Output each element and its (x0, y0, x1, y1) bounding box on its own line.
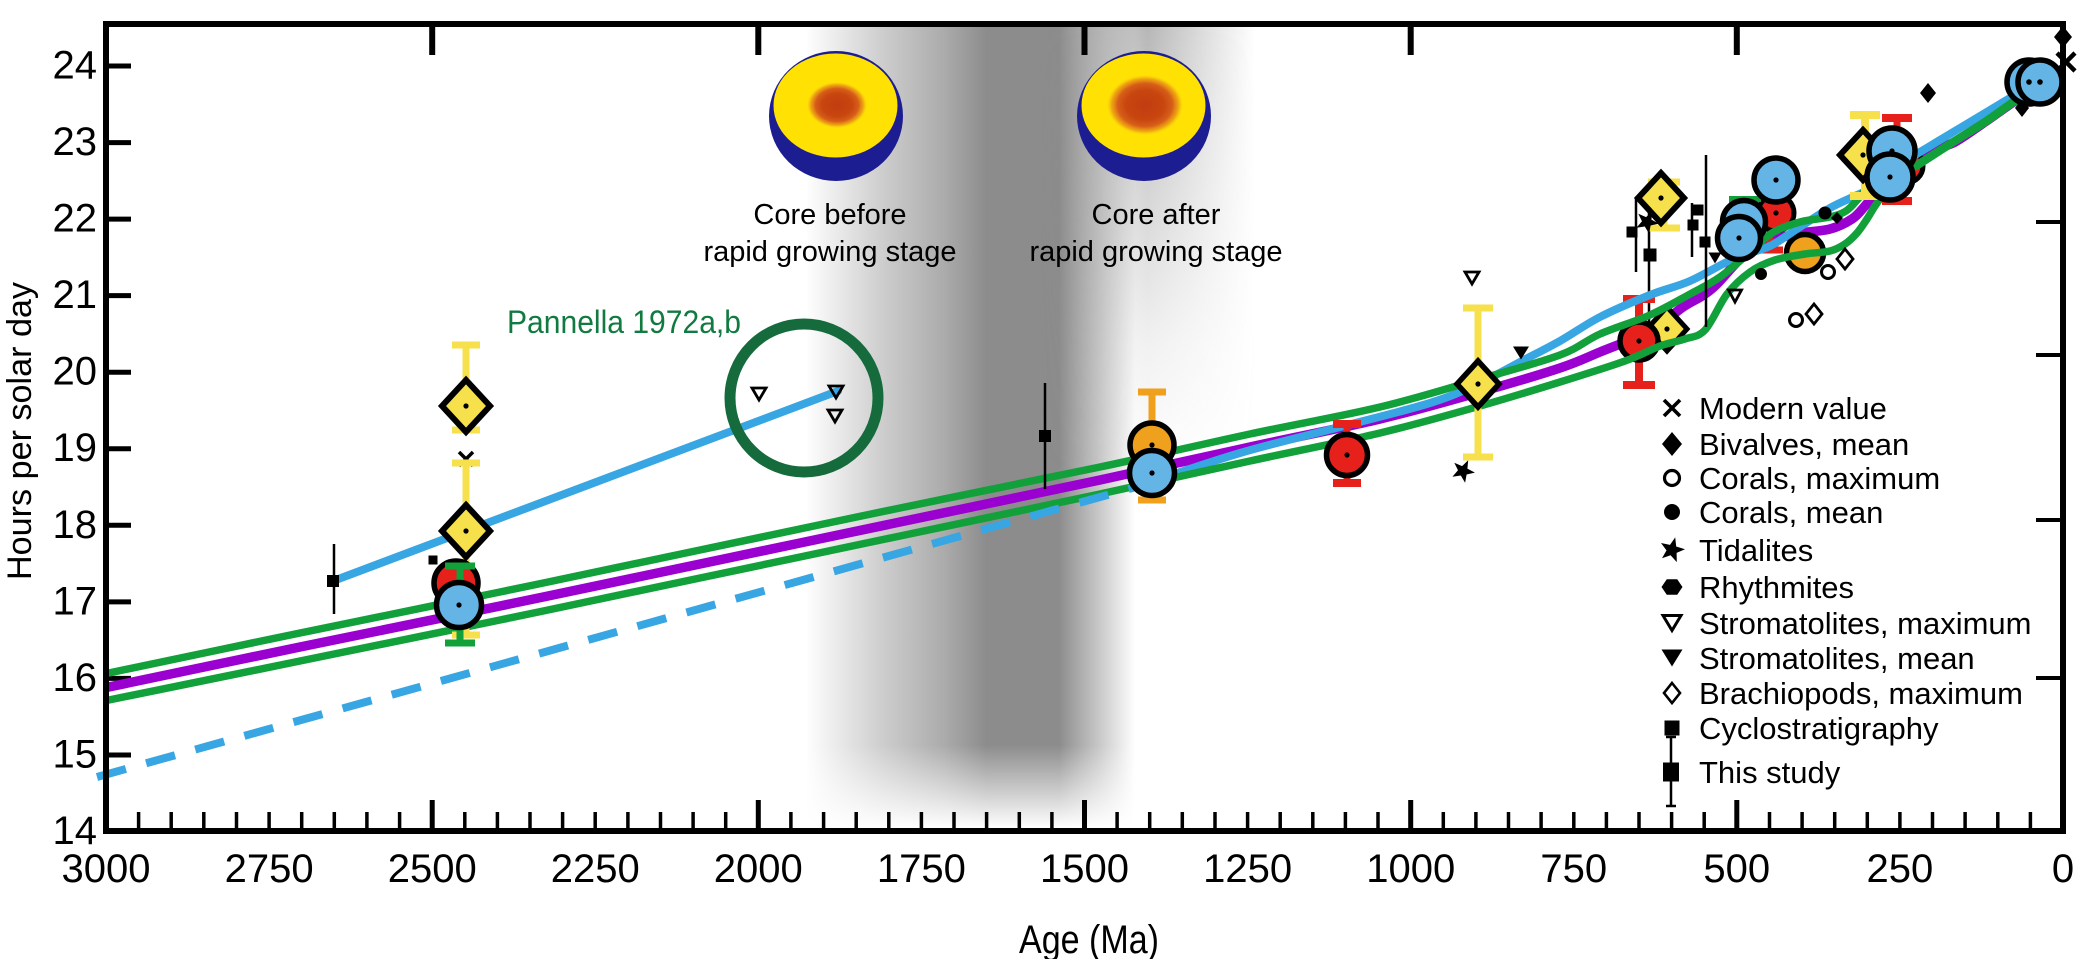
svg-text:rapid growing stage: rapid growing stage (703, 236, 956, 268)
svg-text:14: 14 (53, 809, 98, 853)
svg-text:24: 24 (53, 44, 98, 88)
svg-text:rapid growing stage: rapid growing stage (1029, 236, 1282, 268)
svg-text:Cyclostratigraphy: Cyclostratigraphy (1699, 711, 1939, 746)
svg-text:19: 19 (53, 426, 98, 470)
svg-text:23: 23 (53, 120, 98, 164)
svg-text:Hours per solar day: Hours per solar day (1, 282, 39, 580)
svg-text:Corals, mean: Corals, mean (1699, 495, 1883, 530)
svg-text:1000: 1000 (1366, 847, 1455, 891)
svg-text:750: 750 (1540, 847, 1607, 891)
svg-text:22: 22 (53, 197, 98, 241)
svg-text:Corals, maximum: Corals, maximum (1699, 461, 1940, 496)
svg-text:This study: This study (1699, 755, 1841, 790)
svg-text:1750: 1750 (877, 847, 966, 891)
svg-text:1500: 1500 (1040, 847, 1129, 891)
svg-text:Tidalites: Tidalites (1699, 533, 1813, 568)
svg-text:Bivalves, mean: Bivalves, mean (1699, 427, 1909, 462)
svg-text:16: 16 (53, 656, 98, 700)
svg-text:18: 18 (53, 503, 98, 547)
svg-text:Stromatolites, mean: Stromatolites, mean (1699, 641, 1975, 676)
svg-text:2500: 2500 (388, 847, 477, 891)
svg-text:500: 500 (1703, 847, 1770, 891)
svg-text:2250: 2250 (551, 847, 640, 891)
svg-text:Age (Ma): Age (Ma) (1019, 918, 1159, 959)
svg-text:Brachiopods, maximum: Brachiopods, maximum (1699, 676, 2023, 711)
svg-text:Core before: Core before (753, 199, 906, 231)
svg-text:21: 21 (53, 273, 98, 317)
svg-text:2000: 2000 (714, 847, 803, 891)
svg-text:20: 20 (53, 350, 98, 394)
svg-text:0: 0 (2052, 847, 2074, 891)
svg-text:Stromatolites, maximum: Stromatolites, maximum (1699, 606, 2031, 641)
svg-text:3000: 3000 (62, 847, 151, 891)
svg-text:Core after: Core after (1092, 199, 1221, 231)
svg-text:17: 17 (53, 579, 98, 623)
svg-text:Modern value: Modern value (1699, 391, 1887, 426)
svg-text:Rhythmites: Rhythmites (1699, 570, 1854, 605)
svg-text:15: 15 (53, 733, 98, 777)
svg-text:2750: 2750 (225, 847, 314, 891)
svg-text:Pannella 1972a,b: Pannella 1972a,b (507, 304, 741, 340)
svg-text:1250: 1250 (1203, 847, 1292, 891)
svg-text:250: 250 (1867, 847, 1934, 891)
